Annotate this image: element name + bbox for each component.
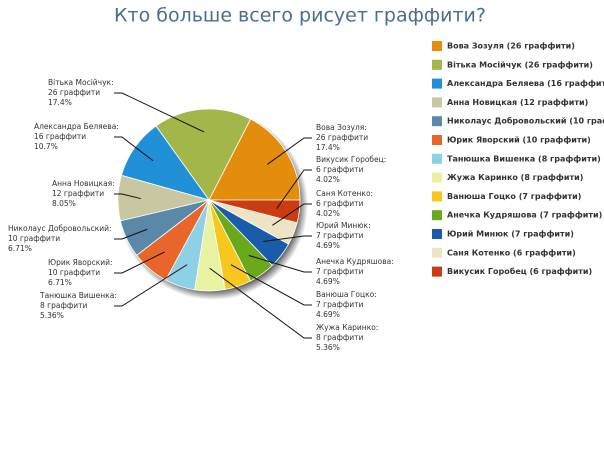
slice-percent: 5.36% (316, 343, 340, 352)
slice-value: 10 граффити (48, 268, 100, 277)
slice-percent: 17.4% (48, 98, 72, 107)
slice-label: Николаус Добровольский: (8, 224, 112, 233)
legend-label: Ванюша Гоцко (7 граффити) (447, 192, 581, 201)
leader-line (114, 136, 154, 162)
legend-swatch (432, 116, 442, 127)
legend-label: Саня Котенко (6 граффити) (447, 248, 576, 257)
legend-label: Юрий Минюк (7 граффити) (447, 230, 574, 239)
legend-label: Викусик Горобец (6 граффити) (447, 266, 592, 276)
legend-swatch (432, 153, 442, 164)
slice-value: 7 граффити (316, 300, 364, 309)
slice-label: Юрик Яворский: (48, 258, 113, 267)
slice-value: 8 граффити (40, 301, 88, 310)
slice-label: Викусик Горобец: (316, 155, 386, 164)
slice-percent: 17.4% (316, 143, 340, 152)
slice-percent: 4.69% (316, 241, 340, 250)
legend-label: Вітька Мосійчук (26 граффити) (447, 59, 593, 69)
pie-slice (155, 108, 252, 201)
legend-swatch (432, 247, 442, 258)
pie-slice (208, 118, 301, 201)
leader-line (209, 267, 312, 339)
leader-line (114, 228, 148, 240)
leader-line (230, 264, 312, 306)
slice-value: 12 граффити (52, 189, 104, 198)
slice-label: Ванюша Гоцко: (316, 290, 377, 299)
slice-percent: 4.69% (316, 310, 340, 319)
legend-swatch (432, 266, 442, 277)
slice-label: Жужа Каринко: (316, 323, 378, 332)
slice-percent: 4.69% (316, 277, 340, 286)
leader-line (248, 254, 312, 273)
slice-value: 16 граффити (34, 132, 86, 141)
legend-swatch (432, 135, 442, 145)
slice-percent: 8.05% (52, 199, 76, 208)
legend-label: Анечка Кудряшова (7 граффити) (447, 211, 602, 220)
legend-label: Александра Беляева (16 граффити) (447, 79, 604, 88)
leader-line (272, 203, 312, 226)
slice-value: 8 граффити (316, 333, 364, 342)
slice-label: Юрий Минюк: (316, 221, 371, 230)
slice-value: 6 граффити (316, 165, 364, 174)
legend-label: Танюшка Вишенка (8 граффити) (447, 154, 601, 163)
slice-label: Танюшка Вишенка: (39, 291, 117, 300)
slice-label: Александра Беляева: (34, 122, 119, 131)
chart-title: Кто больше всего рисует граффити? (114, 5, 486, 27)
pie-slice (208, 199, 301, 224)
slice-label: Вітька Мосійчук: (48, 78, 114, 87)
slice-label: Анна Новицкая: (52, 179, 115, 188)
legend-swatch (432, 78, 442, 89)
slice-percent: 10.7% (34, 142, 58, 151)
slice-value: 7 граффити (316, 267, 364, 276)
slice-percent: 6.71% (8, 244, 32, 253)
slice-value: 26 граффити (316, 133, 368, 142)
legend-swatch (432, 97, 442, 108)
legend-label: Анна Новицкая (12 граффити) (447, 98, 588, 107)
leader-line (114, 264, 188, 307)
legend-label: Жужа Каринко (8 граффити) (447, 173, 583, 182)
legend-swatch (432, 41, 442, 51)
legend-swatch (432, 172, 442, 183)
legend-swatch (432, 191, 442, 202)
leader-line (114, 92, 205, 133)
slice-percent: 6.71% (48, 278, 72, 287)
slice-value: 7 граффити (316, 231, 364, 240)
slice-value: 6 граффити (316, 199, 364, 208)
legend-label: Николаус Добровольский (10 граффити) (447, 116, 604, 126)
leader-line (114, 193, 141, 200)
legend-swatch (432, 59, 442, 70)
slice-label: Анечка Кудряшова: (316, 257, 394, 266)
slice-percent: 5.36% (40, 311, 64, 320)
leader-line (276, 169, 312, 209)
leader-line (114, 251, 165, 274)
slice-value: 26 граффити (48, 88, 100, 97)
legend-swatch (432, 210, 442, 221)
leader-line (263, 235, 312, 242)
legend-label: Юрик Яворский (10 граффити) (447, 136, 591, 145)
slice-percent: 4.02% (316, 175, 340, 184)
legend-label: Вова Зозуля (26 граффити) (447, 42, 575, 51)
slice-percent: 4.02% (316, 209, 340, 218)
slice-label: Саня Котенко: (316, 189, 373, 198)
leader-line (266, 137, 312, 165)
slice-label: Вова Зозуля: (316, 123, 367, 132)
legend-swatch (432, 229, 442, 239)
slice-value: 10 граффити (8, 234, 60, 243)
